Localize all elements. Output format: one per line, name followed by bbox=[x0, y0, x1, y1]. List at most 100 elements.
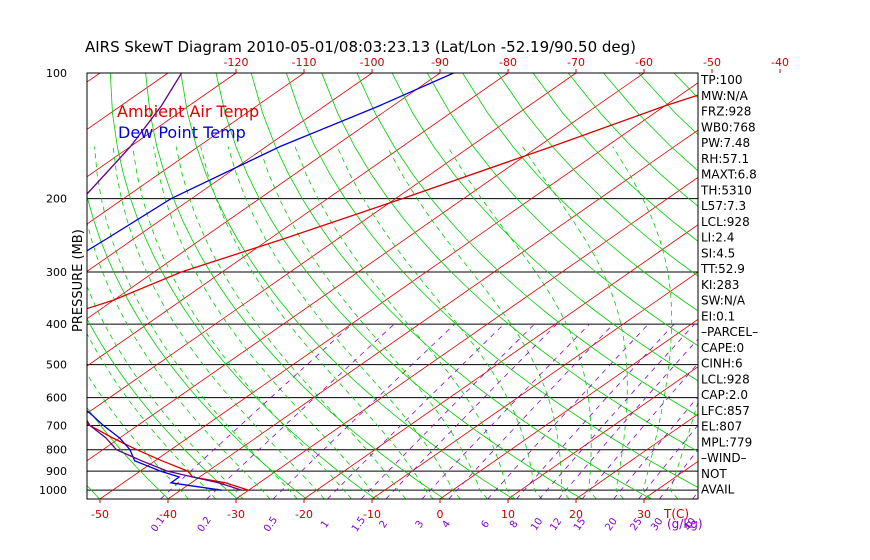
moist-adiabat-line bbox=[175, 146, 407, 499]
parcel-temp-line bbox=[87, 73, 243, 491]
dry-adiabat-line bbox=[426, 73, 698, 347]
isotherm-grid bbox=[87, 73, 698, 499]
isobar-grid bbox=[87, 198, 698, 491]
plot-frame bbox=[86, 72, 699, 500]
dry-adiabat-line bbox=[109, 73, 376, 499]
dew-point-temp-line bbox=[87, 73, 454, 491]
pressure-tick-label: 800 bbox=[46, 444, 67, 457]
index-entry: –PARCEL– bbox=[701, 325, 758, 339]
mixing-ratio-line bbox=[327, 323, 505, 499]
mixing-ratio-label: 0.2 bbox=[196, 515, 214, 534]
isotherm-line bbox=[507, 366, 698, 499]
dry-adiabat-line bbox=[356, 73, 698, 417]
index-entry: MPL:779 bbox=[701, 435, 752, 449]
moist-adiabat-line bbox=[112, 146, 325, 499]
isotherm-line bbox=[439, 318, 698, 499]
moist-adiabat-line bbox=[87, 285, 244, 499]
pressure-tick-label: 100 bbox=[46, 67, 67, 80]
bottom-temperature-axis: -50 -40 -30 -20 -10 0 10 20 30 bbox=[91, 499, 651, 521]
top-temp-tick-label: -80 bbox=[499, 56, 517, 69]
bottom-temp-tick-label: 10 bbox=[501, 508, 515, 521]
dry-adiabat-line bbox=[462, 73, 698, 312]
moist-adiabat-line bbox=[336, 146, 543, 499]
pressure-tick-label: 700 bbox=[46, 420, 67, 433]
isotherm-line bbox=[575, 413, 698, 499]
moist-adiabat-line bbox=[94, 146, 298, 499]
legend: Ambient Air Temp Dew Point Temp bbox=[117, 102, 259, 142]
pressure-tick-label: 200 bbox=[46, 193, 67, 206]
bottom-temp-tick-label: -30 bbox=[227, 508, 245, 521]
isotherm-line bbox=[167, 129, 698, 499]
isotherm-line bbox=[87, 73, 237, 178]
isotherm-line bbox=[303, 224, 698, 499]
index-entry: LCL:928 bbox=[701, 215, 750, 229]
legend-dew-point-temp: Dew Point Temp bbox=[118, 123, 246, 142]
dry-adiabat-line bbox=[638, 73, 698, 136]
dry-adiabat-line bbox=[321, 73, 698, 452]
index-entry: TP:100 bbox=[700, 73, 743, 87]
unit-label-mixing: (g/kg) bbox=[667, 517, 703, 531]
top-temp-tick-label: -100 bbox=[360, 56, 385, 69]
index-entry: –WIND– bbox=[701, 451, 747, 465]
moist-adiabat-line bbox=[386, 146, 570, 499]
moist-adiabat-line bbox=[200, 146, 434, 499]
pressure-axis: 100 200 300 400 500 600 700 800 900 1000 bbox=[39, 67, 67, 497]
top-temp-tick-label: -40 bbox=[771, 56, 789, 69]
moist-adiabat-line bbox=[87, 220, 271, 499]
dry-adiabat-line bbox=[815, 73, 870, 499]
dry-adiabat-line bbox=[87, 194, 307, 499]
moist-adiabat-line bbox=[87, 332, 216, 499]
ambient-air-temp-line bbox=[87, 94, 698, 491]
bottom-temp-tick-label: 20 bbox=[569, 508, 583, 521]
isotherm-line bbox=[99, 82, 698, 499]
moist-adiabat-line bbox=[612, 146, 673, 499]
index-entry: PW:7.48 bbox=[701, 136, 750, 150]
bottom-temp-tick-label: -20 bbox=[295, 508, 313, 521]
index-entry: TT:52.9 bbox=[700, 262, 745, 276]
legend-ambient-air-temp: Ambient Air Temp bbox=[117, 102, 259, 121]
top-temp-tick-label: -90 bbox=[431, 56, 449, 69]
moist-adiabat-line bbox=[294, 146, 516, 499]
dry-adiabat-line bbox=[87, 317, 238, 499]
moist-adiabat-line bbox=[669, 400, 698, 499]
index-entry: L57:7.3 bbox=[701, 199, 746, 213]
mixing-ratio-line bbox=[421, 323, 590, 499]
mixing-ratio-label: 12 bbox=[548, 516, 564, 533]
dry-adiabat-line bbox=[850, 73, 870, 499]
dry-adiabat-line bbox=[145, 73, 445, 499]
index-entry: TH:5310 bbox=[700, 183, 752, 197]
index-entry: FRZ:928 bbox=[701, 105, 751, 119]
dry-adiabat-line bbox=[0, 73, 31, 499]
mixing-ratio-line bbox=[581, 362, 698, 499]
pressure-tick-label: 300 bbox=[46, 266, 67, 279]
isotherm-line bbox=[87, 73, 645, 462]
pressure-tick-label: 500 bbox=[46, 359, 67, 372]
bottom-temp-tick-label: -40 bbox=[159, 508, 177, 521]
bottom-temp-tick-label: 30 bbox=[637, 508, 651, 521]
mixing-ratio-label: 1 bbox=[319, 519, 332, 531]
y-axis-label: PRESSURE (MB) bbox=[71, 229, 86, 332]
top-temp-tick-label: -110 bbox=[292, 56, 317, 69]
bottom-temp-tick-label: -10 bbox=[363, 508, 381, 521]
index-entry: CAPE:0 bbox=[701, 341, 744, 355]
moist-adiabat-line bbox=[258, 146, 488, 499]
index-entry: LFC:857 bbox=[701, 404, 750, 418]
bottom-temp-tick-label: -50 bbox=[91, 508, 109, 521]
top-temp-tick-label: -120 bbox=[224, 56, 249, 69]
pressure-tick-label: 1000 bbox=[39, 484, 67, 497]
index-entry: RH:57.1 bbox=[701, 152, 749, 166]
isotherm-line bbox=[87, 73, 509, 367]
top-temp-tick-label: -50 bbox=[703, 56, 721, 69]
dry-adiabat-line bbox=[497, 73, 698, 277]
dry-adiabat-line bbox=[744, 73, 870, 499]
pressure-tick-label: 900 bbox=[46, 465, 67, 478]
index-entry: NOT bbox=[701, 467, 727, 481]
index-entry: KI:283 bbox=[701, 278, 739, 292]
isotherm-line bbox=[87, 73, 577, 414]
mixing-ratio-label: 8 bbox=[508, 519, 521, 531]
mixing-ratio-label: 10 bbox=[529, 516, 545, 533]
mixing-ratio-label: 2 bbox=[378, 519, 391, 531]
mixing-ratio-label: 3 bbox=[414, 519, 427, 531]
dry-adiabat-line bbox=[87, 406, 169, 499]
